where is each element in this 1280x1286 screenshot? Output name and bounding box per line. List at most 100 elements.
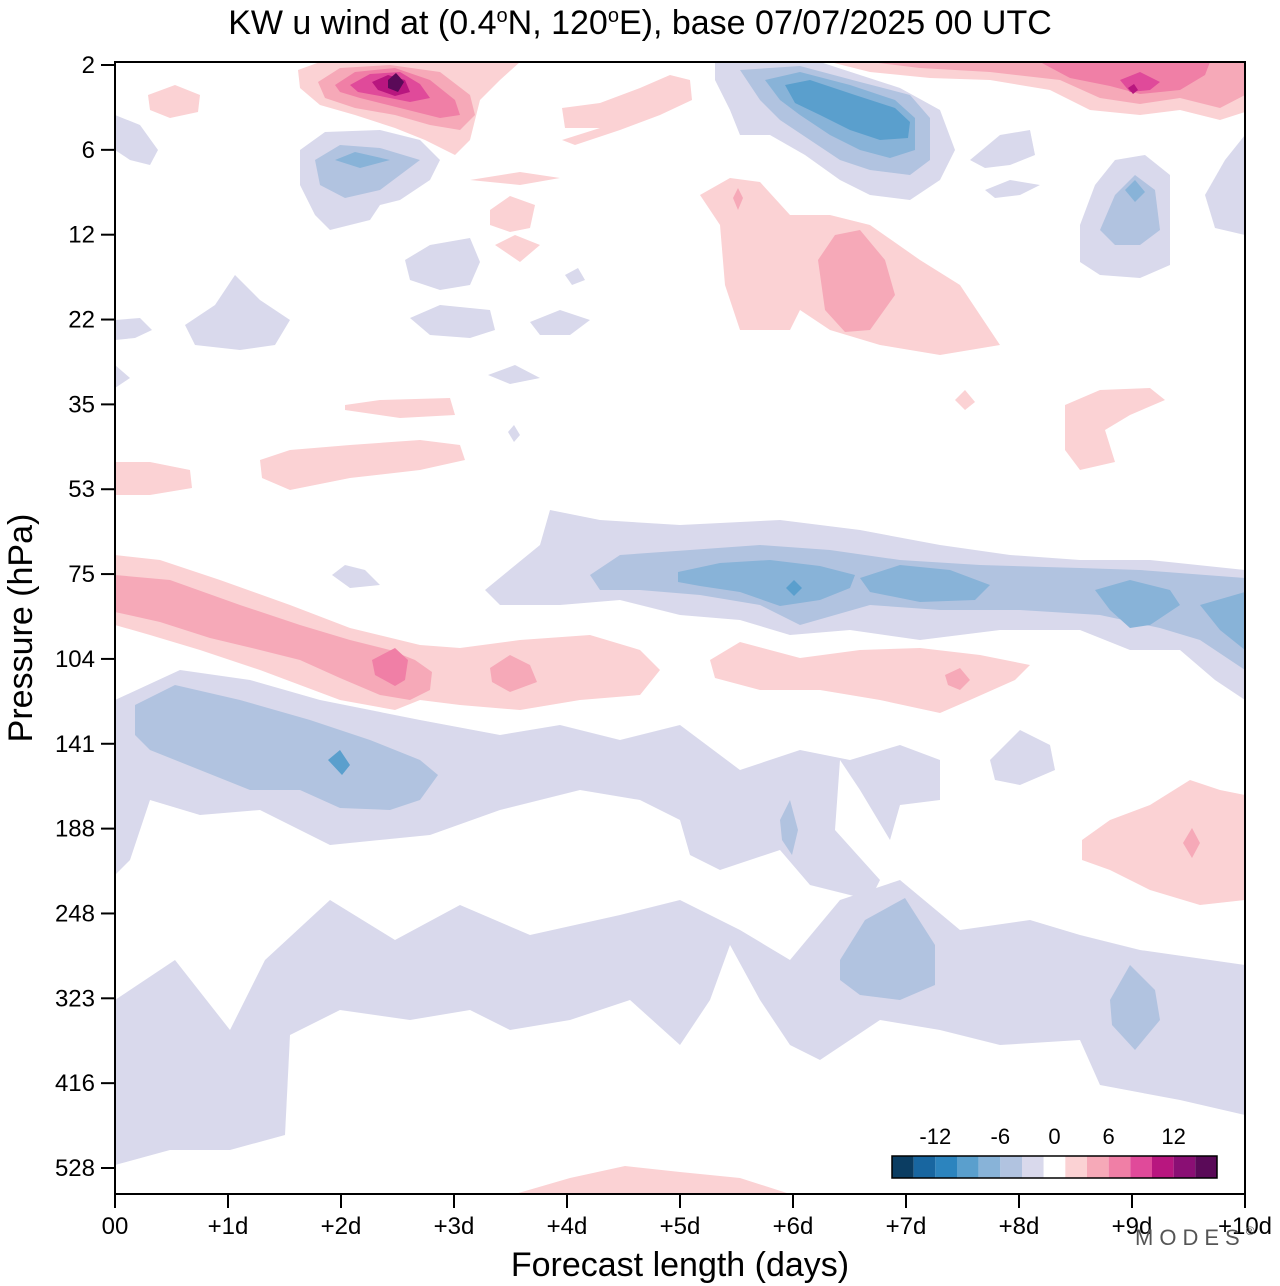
contour-neg-strat-e [185,275,290,350]
contour-neg-lower-2 [840,898,935,1000]
colorbar-swatch [935,1156,957,1178]
contour-pos-strat-8 [495,235,540,262]
colorbar-label: 6 [1103,1124,1115,1149]
colorbar-swatch [892,1156,914,1178]
contour-neg-strat-k [565,268,585,285]
contour-neg-mid-core [328,750,350,775]
y-tick-label: 12 [68,222,95,249]
chart-title: KW u wind at (0.4oN, 120oE), base 07/07/… [228,4,1052,42]
x-tick-label: +7d [886,1213,927,1240]
contour-neg-lower [115,880,1245,1165]
contour-neg-strat-m [985,180,1040,198]
contour-pos-bottom [515,1166,790,1194]
colorbar-swatch [1065,1156,1087,1178]
contour-neg-upper-inner [678,560,855,606]
contour-neg-mid-inner [135,685,438,810]
x-tick-label: 00 [102,1213,129,1240]
colorbar-swatch [1130,1156,1152,1178]
colorbar-swatch [1173,1156,1196,1178]
x-tick-label: +10d [1218,1213,1272,1240]
title-part-1: KW u wind at (0.4 [228,4,496,42]
y-tick-label: 2 [82,52,95,79]
x-tick-label: +6d [773,1213,814,1240]
contour-pos-top-6 [388,73,404,92]
contour-neg-strat-f [115,115,158,165]
colorbar: -12 -6 0 6 12 [891,1124,1218,1179]
y-tick-label: 248 [55,900,95,927]
contour-neg-strat-l [970,130,1035,168]
colorbar-label: -12 [919,1124,951,1149]
colorbar-swatch [1022,1156,1044,1178]
colorbar-label: 12 [1161,1124,1185,1149]
contour-neg-top-4 [785,80,910,140]
contour-neg-mid-outer-2 [990,730,1055,785]
contour-pos-strat-2 [115,462,192,495]
title-part-2: N, 120 [508,4,608,42]
y-tick-label: 35 [68,391,95,418]
y-tick-label: 528 [55,1155,95,1182]
contour-pos-band-mid-3 [945,668,970,690]
contour-pos-low-right [1082,780,1245,905]
colorbar-label: 0 [1048,1124,1060,1149]
contour-pos-strat-6-core [818,230,895,332]
y-axis-label: Pressure (hPa) [2,514,40,743]
contour-pos-band-outer-2 [710,642,1030,713]
title-degree-2: o [608,5,619,27]
x-tick-label: +8d [999,1213,1040,1240]
contour-pos-strat-3 [345,398,455,418]
x-tick-label: +2d [321,1213,362,1240]
contour-neg-strat-c [410,305,495,338]
colorbar-label: -6 [991,1124,1011,1149]
colorbar-swatch [1195,1156,1217,1178]
y-tick-label: 53 [68,476,95,503]
contour-pos-strat-6-dot [733,188,743,210]
contour-neg-strat-b [405,238,480,290]
contour-neg-strat-n3 [1125,180,1145,202]
contour-pos-strat-1 [260,440,465,490]
x-tick-label: +9d [1112,1213,1153,1240]
contour-neg-strat-o [1205,135,1245,235]
contour-neg-strat-g [115,318,152,340]
colorbar-swatch [978,1156,1001,1178]
contour-pos-strat-7 [490,196,535,232]
x-tick-label: +1d [208,1213,249,1240]
contour-neg-upper-small [332,565,380,588]
y-tick-label: 416 [55,1070,95,1097]
contour-pos-low-right-core [1183,828,1200,858]
y-tick-label: 141 [55,731,95,758]
contour-pos-band-mid-2 [490,655,537,692]
contour-pos-strat-10 [148,85,200,118]
x-axis: 00 +1d +2d +3d +4d +5d +6d +7d +8d +9d +10d [102,1194,1272,1240]
contour-neg-strat-a3 [335,152,390,168]
y-tick-label: 22 [68,307,95,334]
y-tick-label: 323 [55,985,95,1012]
colorbar-swatch [913,1156,936,1178]
colorbar-swatch [1108,1156,1131,1178]
contour-pos-band-mid [115,575,432,700]
colorbar-frame [891,1155,1218,1179]
contour-neg-mid-small [780,800,798,855]
modes-logo-mark: ® [1246,1224,1255,1238]
modes-logo: MODES® [1135,1224,1255,1250]
colorbar-swatch [1152,1156,1174,1178]
title-degree-1: o [497,5,508,27]
contour-fills [115,62,1245,1194]
y-tick-label: 6 [82,137,95,164]
contour-pos-top-right-5 [1128,84,1138,94]
contour-neg-upper-inner-2 [860,565,990,602]
contour-pos-strat-11 [562,75,692,145]
y-tick-label: 75 [68,561,95,588]
x-tick-label: +3d [434,1213,475,1240]
y-tick-label: 188 [55,816,95,843]
colorbar-swatch [957,1156,979,1178]
contour-pos-strat-9 [470,172,560,185]
contour-neg-upper-inner-3 [1095,580,1180,628]
contour-neg-upper-inner-4 [1200,592,1245,650]
y-axis: 2 6 12 22 35 53 75 104 141 188 248 323 416 528 [55,52,115,1182]
contour-pos-band-core [372,648,408,686]
contour-neg-lower-3 [1110,965,1160,1050]
colorbar-swatch [1000,1156,1022,1178]
x-tick-label: +5d [660,1213,701,1240]
x-tick-label: +4d [547,1213,588,1240]
